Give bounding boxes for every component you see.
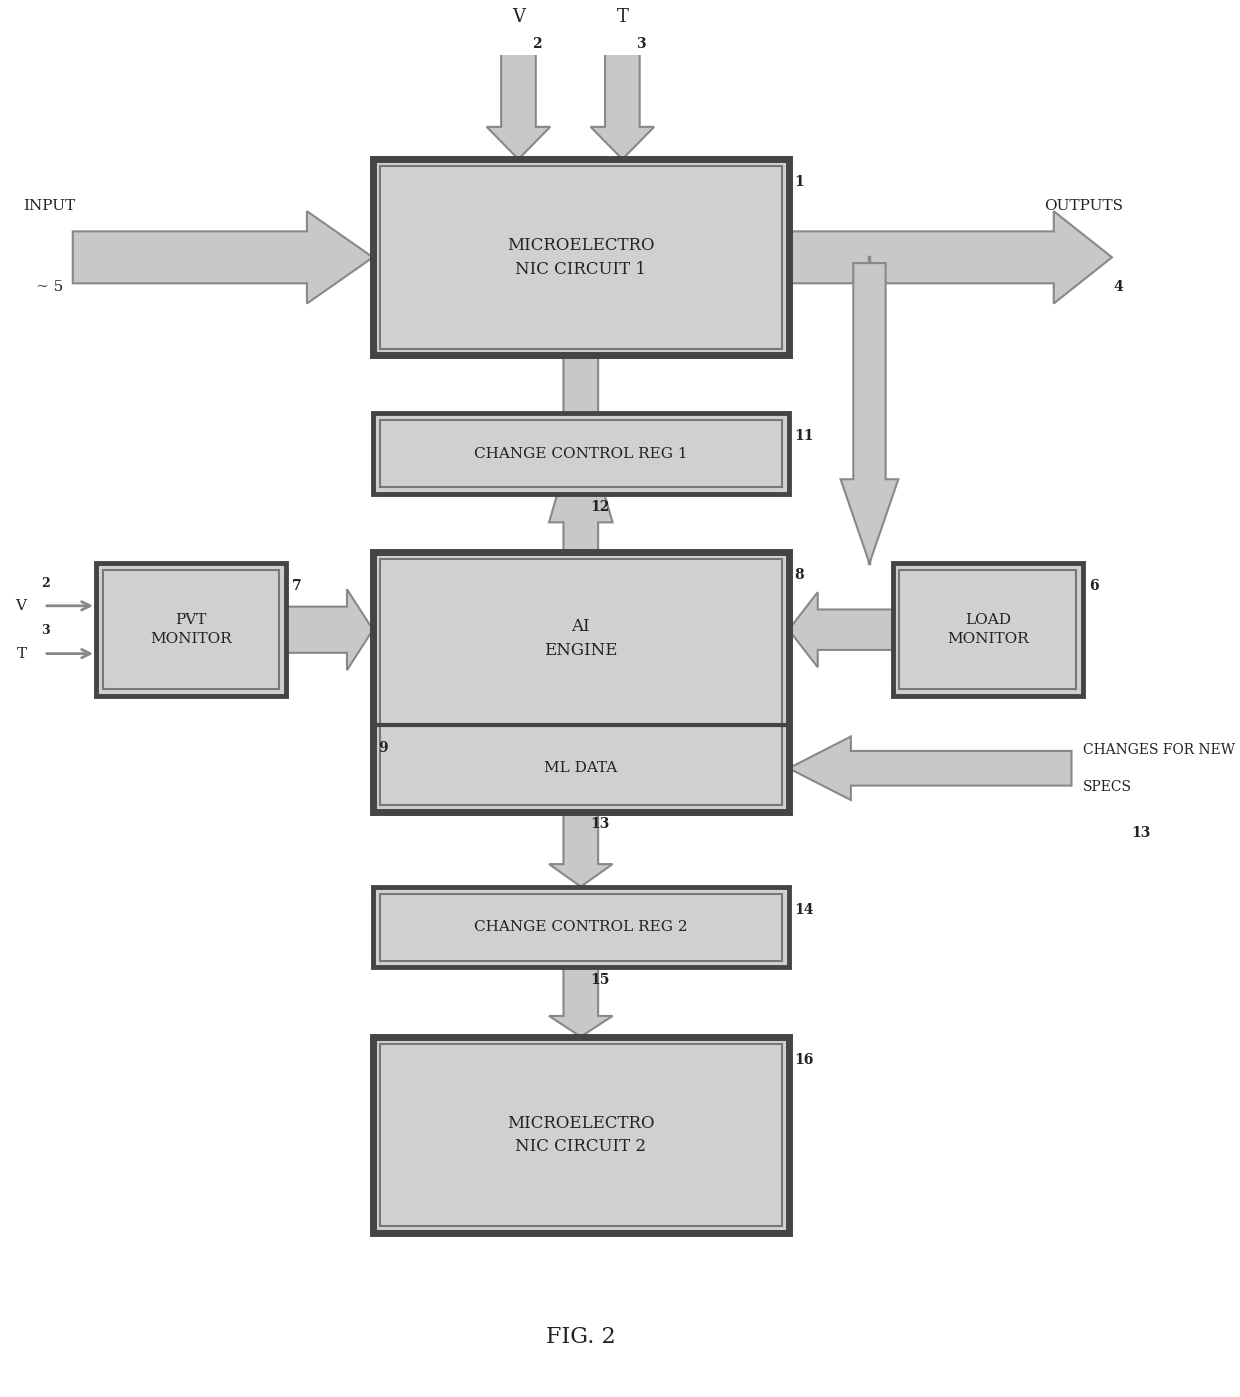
Text: 6: 6 xyxy=(1089,580,1099,594)
Polygon shape xyxy=(549,968,613,1037)
Text: SPECS: SPECS xyxy=(1083,780,1132,793)
Text: 9: 9 xyxy=(378,742,388,756)
Bar xyxy=(373,159,789,355)
Text: 2: 2 xyxy=(532,36,542,50)
Text: 2: 2 xyxy=(42,577,51,590)
Text: 8: 8 xyxy=(795,569,804,583)
Bar xyxy=(899,570,1076,689)
Text: 10: 10 xyxy=(590,731,609,745)
Bar xyxy=(373,887,789,968)
Text: PVT
MONITOR: PVT MONITOR xyxy=(150,613,232,647)
Polygon shape xyxy=(789,592,893,668)
Bar xyxy=(379,894,781,961)
Bar xyxy=(379,166,781,349)
Polygon shape xyxy=(549,812,613,887)
Text: V: V xyxy=(16,599,26,613)
Bar xyxy=(373,1037,789,1234)
Text: 15: 15 xyxy=(590,974,609,988)
Polygon shape xyxy=(549,159,613,495)
Text: CHANGE CONTROL REG 1: CHANGE CONTROL REG 1 xyxy=(474,447,688,461)
Text: MICROELECTRO
NIC CIRCUIT 2: MICROELECTRO NIC CIRCUIT 2 xyxy=(507,1115,655,1155)
Polygon shape xyxy=(590,43,655,159)
Bar xyxy=(893,563,1083,696)
Polygon shape xyxy=(73,211,373,303)
Text: CHANGES FOR NEW: CHANGES FOR NEW xyxy=(1083,743,1235,757)
Text: 12: 12 xyxy=(590,500,609,514)
Text: CHANGE CONTROL REG 2: CHANGE CONTROL REG 2 xyxy=(474,921,688,935)
Text: V: V xyxy=(512,8,525,27)
Text: 13: 13 xyxy=(590,817,609,831)
Text: ML DATA: ML DATA xyxy=(544,761,618,775)
Bar xyxy=(379,559,781,805)
Text: 13: 13 xyxy=(1131,826,1151,840)
Polygon shape xyxy=(789,211,1112,303)
Text: T: T xyxy=(616,8,629,27)
Polygon shape xyxy=(841,263,898,563)
Polygon shape xyxy=(789,736,1071,800)
Text: OUTPUTS: OUTPUTS xyxy=(1044,200,1123,214)
Text: ~ 5: ~ 5 xyxy=(36,281,63,295)
Polygon shape xyxy=(549,414,613,725)
Polygon shape xyxy=(487,43,551,159)
Bar xyxy=(379,420,781,488)
Bar xyxy=(373,552,789,812)
Text: FIG. 2: FIG. 2 xyxy=(546,1327,615,1348)
Text: 7: 7 xyxy=(293,580,301,594)
Text: 14: 14 xyxy=(795,902,813,916)
Bar xyxy=(103,570,279,689)
Text: 16: 16 xyxy=(795,1053,813,1067)
Polygon shape xyxy=(286,590,373,671)
Text: 1: 1 xyxy=(795,176,805,190)
Text: INPUT: INPUT xyxy=(24,200,76,214)
Text: 11: 11 xyxy=(795,429,813,443)
Text: 4: 4 xyxy=(1114,281,1123,295)
Bar xyxy=(373,414,789,495)
Text: 3: 3 xyxy=(636,36,646,50)
Text: T: T xyxy=(16,647,26,661)
Bar xyxy=(379,1044,781,1227)
Text: MICROELECTRO
NIC CIRCUIT 1: MICROELECTRO NIC CIRCUIT 1 xyxy=(507,237,655,278)
Text: LOAD
MONITOR: LOAD MONITOR xyxy=(947,613,1029,647)
Text: 3: 3 xyxy=(42,624,50,637)
Bar xyxy=(95,563,286,696)
Text: AI
ENGINE: AI ENGINE xyxy=(544,617,618,658)
